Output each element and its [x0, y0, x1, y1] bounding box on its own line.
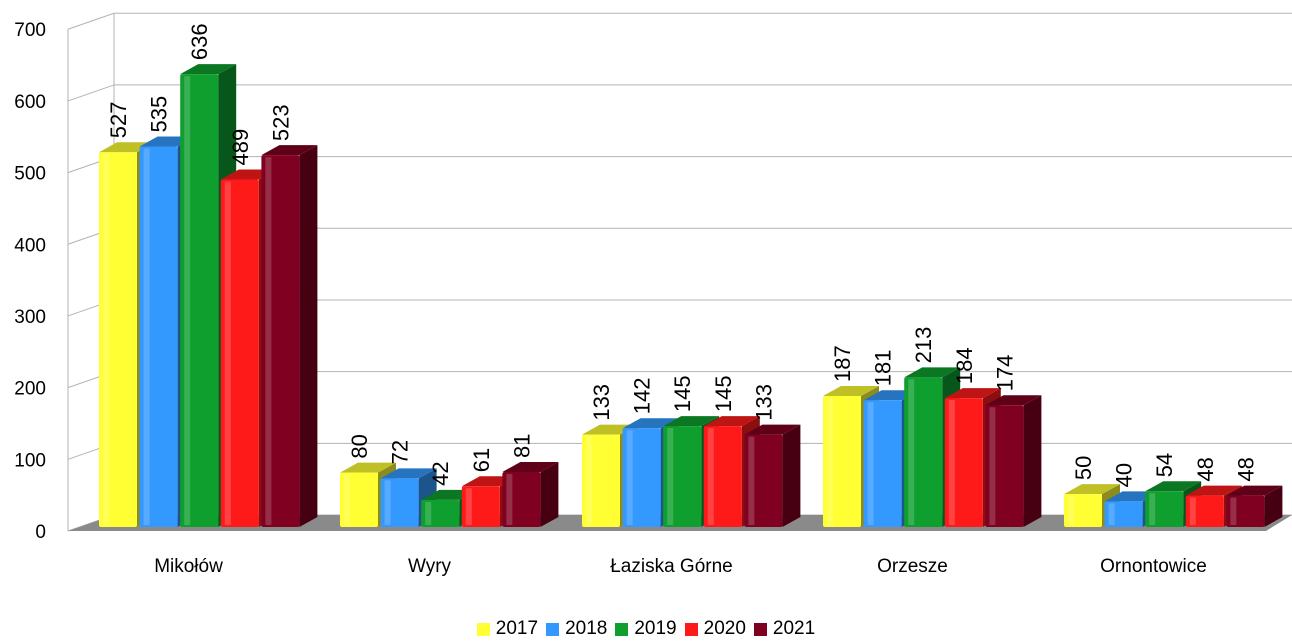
y-tick-label: 400 — [14, 235, 46, 256]
x-category-label: Mikołów — [154, 556, 223, 577]
data-label: 50 — [1071, 456, 1096, 480]
gridline-side — [67, 84, 115, 102]
x-category-label: Orzesze — [877, 556, 948, 577]
data-label: 40 — [1112, 463, 1137, 487]
y-tick-label: 200 — [14, 379, 46, 400]
data-label: 48 — [1233, 457, 1258, 481]
data-label: 184 — [952, 347, 977, 384]
bar — [744, 424, 801, 527]
y-tick-label: 500 — [14, 164, 46, 185]
x-axis: Mikołów Wyry Łaziska Górne Orzesze Ornontowi… — [154, 556, 1207, 577]
legend-label: 2019 — [634, 618, 677, 639]
bar — [502, 461, 559, 527]
legend-swatch — [546, 622, 560, 636]
legend-item: 2020 — [684, 618, 746, 640]
data-label: 42 — [428, 461, 453, 485]
y-tick-label: 700 — [14, 20, 46, 41]
x-category-label: Wyry — [408, 556, 452, 577]
legend-swatch — [615, 622, 629, 636]
data-label: 187 — [830, 345, 855, 382]
data-label: 636 — [187, 23, 212, 60]
legend-label: 2017 — [495, 618, 539, 639]
y-tick-label: 100 — [14, 450, 46, 471]
bar — [261, 145, 318, 528]
bar — [1226, 485, 1283, 527]
data-label: 54 — [1152, 453, 1177, 477]
data-label: 535 — [147, 96, 172, 133]
legend-swatch — [753, 622, 767, 636]
y-tick-label: 300 — [14, 307, 46, 328]
data-label: 527 — [106, 102, 131, 139]
legend-item: 2017 — [476, 618, 539, 640]
legend-item: 2021 — [753, 618, 816, 640]
data-label: 72 — [388, 440, 413, 464]
data-label: 133 — [589, 384, 614, 421]
data-label: 174 — [992, 355, 1017, 392]
data-label: 142 — [630, 377, 655, 414]
legend-label: 2018 — [565, 618, 608, 639]
legend: 2017 2018 2019 2020 2021 — [0, 618, 1292, 642]
data-label: 48 — [1193, 457, 1218, 481]
y-axis: 0 100 200 300 400 500 600 700 — [14, 20, 46, 543]
legend-swatch — [476, 622, 490, 636]
data-labels: 527 535 636 489 523 80 72 42 61 81 133 142 145 145 133… — [106, 23, 1258, 487]
bars — [99, 64, 1283, 528]
y-tick-label: 600 — [14, 92, 46, 113]
x-category-label: Ornontowice — [1100, 556, 1207, 577]
y-tick-label: 0 — [35, 522, 46, 543]
data-label: 145 — [711, 375, 736, 412]
data-label: 523 — [268, 104, 293, 141]
data-label: 213 — [911, 327, 936, 364]
legend-label: 2021 — [772, 618, 816, 639]
bar — [985, 395, 1042, 527]
legend-item: 2019 — [615, 618, 677, 640]
data-label: 80 — [347, 434, 372, 458]
data-label: 145 — [670, 375, 695, 412]
x-category-label: Łaziska Górne — [610, 556, 733, 577]
legend-swatch — [684, 622, 698, 636]
legend-label: 2020 — [703, 618, 746, 639]
data-label: 489 — [228, 129, 253, 166]
data-label: 61 — [469, 448, 494, 472]
data-label: 81 — [509, 433, 534, 457]
data-label: 181 — [871, 350, 896, 387]
data-label: 133 — [751, 384, 776, 421]
gridline-side — [67, 12, 115, 30]
legend-item: 2018 — [546, 618, 607, 640]
